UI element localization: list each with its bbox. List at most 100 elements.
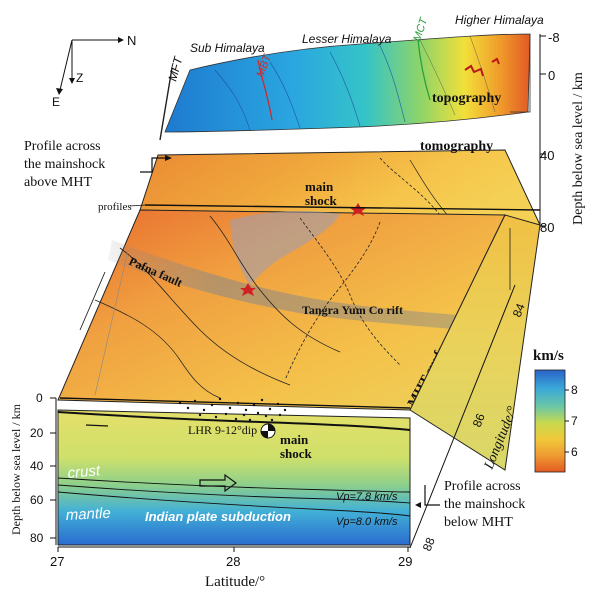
latitude-tick-label: 28 <box>226 554 240 569</box>
compass-east-arrow-icon <box>56 88 63 95</box>
subduction-arrow-icon <box>199 473 238 493</box>
topography-layer <box>159 33 531 141</box>
mht-trace-line <box>79 271 106 331</box>
right-depth-axis: -8 0 40 80 Depth below sea level / km <box>539 30 586 235</box>
profile-lines: profiles <box>59 201 541 409</box>
left-tick-label: 0 <box>36 391 43 405</box>
latitude-axis: 27 28 29 Latitude/° <box>50 546 412 590</box>
front-profile-fill <box>57 409 411 546</box>
right-tick-label: 40 <box>540 148 554 163</box>
latitude-tick-label: 27 <box>50 554 64 569</box>
focal-mechanism-fill <box>261 424 275 438</box>
compass-east-label: E <box>52 95 60 109</box>
mht-contour <box>94 299 221 399</box>
main-shock-bottom-line2: shock <box>280 446 313 461</box>
lesser-himalaya-label: Lesser Himalaya <box>302 32 392 46</box>
longitude-tick-label: 86 <box>470 411 488 429</box>
mht-profile-line <box>57 411 411 431</box>
right-tick-label: -8 <box>548 30 560 45</box>
tomography-label: tomography <box>420 139 493 154</box>
callout-above-line1: Profile across <box>24 139 101 154</box>
longitude-tick-label: 88 <box>420 535 438 553</box>
mft-label: MFT <box>165 54 185 83</box>
mantle-label: mantle <box>65 505 111 524</box>
vp-8-0-label: Vp=8.0 km/s <box>336 516 398 528</box>
mct-fault-trace <box>417 39 431 101</box>
callout-below-arrow-icon <box>415 502 421 508</box>
indian-plate-label: Indian plate subduction <box>145 509 291 524</box>
topography-peaks <box>464 57 500 77</box>
callout-below-mht: Profile across the mainshock below MHT <box>415 479 525 530</box>
mainshock-star-icon <box>350 203 366 216</box>
left-depth-axis-title: Depth below sea level / km <box>9 403 23 535</box>
colorbar-tick-label: 6 <box>571 445 578 459</box>
lhr-label: LHR 9-12°dip <box>188 423 257 437</box>
left-tick-label: 20 <box>30 426 44 440</box>
callout-below-line2: the mainshock <box>444 497 525 512</box>
block-side-face <box>409 214 541 471</box>
right-tick-label: 0 <box>548 68 555 83</box>
main-shock-top-line2: shock <box>305 193 338 208</box>
tomography-contour <box>409 159 451 219</box>
callout-above-line3: above MHT <box>24 175 92 190</box>
mft-fault-trace <box>159 67 173 141</box>
left-depth-axis: 0 20 40 60 80 Depth below sea level / km <box>9 391 57 545</box>
latitude-axis-title: Latitude/° <box>205 574 265 590</box>
vp-7-8-label: Vp=7.8 km/s <box>336 491 398 503</box>
colorbar-title: km/s <box>533 348 564 364</box>
topography-edge <box>510 34 531 113</box>
compass-north-arrow-icon <box>118 37 124 43</box>
longitude-axis-line <box>409 284 516 549</box>
tomography-dashed-contour <box>379 157 441 216</box>
aftershock-dots <box>178 397 287 422</box>
compass-east-axis <box>59 39 73 91</box>
callout-above-arrow <box>140 157 165 173</box>
compass-z-arrow-icon <box>69 78 75 84</box>
mht-contour <box>119 247 291 386</box>
moho-line-lower <box>57 491 411 517</box>
colorbar-tick-label: 8 <box>571 383 578 397</box>
callout-above-line2: the mainshock <box>24 157 105 172</box>
main-shock-bottom-line1: main <box>280 432 309 447</box>
sub-himalaya-label: Sub Himalaya <box>190 41 265 55</box>
longitude-tick-label: 84 <box>510 301 528 319</box>
moho-line-mid <box>57 484 411 504</box>
right-tick-label: 80 <box>540 220 554 235</box>
tangra-rift-label: Tangra Yum Co rift <box>302 303 403 317</box>
topography-drainage-lines <box>214 45 406 131</box>
left-tick-label: 40 <box>30 459 44 473</box>
topography-label: topography <box>432 91 501 106</box>
callout-below-arrow <box>424 485 440 506</box>
seismicity-cluster <box>230 211 340 286</box>
profiles-leader <box>129 204 146 207</box>
profile-line <box>144 204 541 211</box>
mainshock-star-icon <box>240 283 256 296</box>
mht-contour <box>209 215 341 353</box>
dip-marker <box>85 424 109 427</box>
colorbar-gradient <box>534 369 566 473</box>
compass: N Z E <box>52 33 136 109</box>
front-profile-face: LHR 9-12°dip main shock crust mantle Ind… <box>57 397 411 546</box>
left-tick-label: 60 <box>30 493 44 507</box>
callout-below-line3: below MHT <box>444 515 513 530</box>
higher-himalaya-label: Higher Himalaya <box>455 13 544 27</box>
profile-line <box>59 397 411 409</box>
moho-line-upper <box>57 477 411 493</box>
crust-label: crust <box>67 462 102 482</box>
callout-above-arrow-icon <box>165 155 172 161</box>
compass-north-label: N <box>127 33 136 48</box>
callout-above-mht: Profile across the mainshock above MHT <box>24 139 172 190</box>
mbt-fault-trace <box>257 59 273 121</box>
profiles-label: profiles <box>98 201 132 213</box>
mht-dashed-contour <box>299 217 401 366</box>
left-tick-label: 80 <box>30 531 44 545</box>
main-shock-top-line1: main <box>305 179 334 194</box>
colorbar-tick-label: 7 <box>571 414 578 428</box>
compass-z-label: Z <box>76 71 83 85</box>
mht-trace-line <box>94 249 129 396</box>
callout-below-line1: Profile across <box>444 479 521 494</box>
colorbar: km/s 8 7 6 <box>533 348 578 473</box>
latitude-tick-label: 29 <box>398 554 412 569</box>
mht-dashed-contour <box>284 221 381 381</box>
